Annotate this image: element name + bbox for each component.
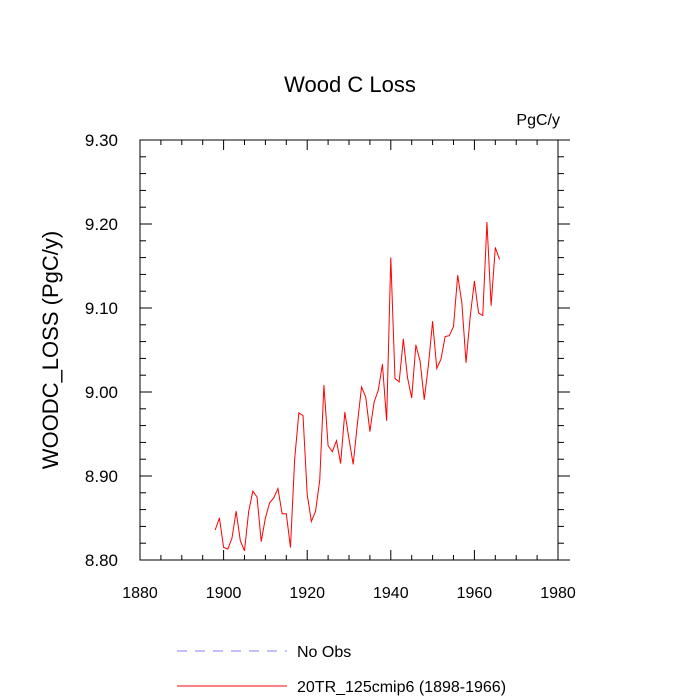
data-point xyxy=(231,537,233,539)
data-point xyxy=(390,257,392,258)
axis-ticks xyxy=(139,139,570,561)
data-point xyxy=(352,463,354,465)
data-point xyxy=(265,517,266,519)
data-point xyxy=(428,364,429,366)
data-point xyxy=(319,479,321,481)
data-point xyxy=(440,358,442,360)
data-point xyxy=(290,547,291,548)
y-tick-label: 9.00 xyxy=(85,383,118,402)
data-point xyxy=(398,381,400,383)
data-point xyxy=(394,378,396,379)
data-point xyxy=(273,497,275,499)
data-point xyxy=(252,490,254,492)
x-tick-label: 1940 xyxy=(373,585,409,602)
data-point xyxy=(402,338,404,340)
data-point xyxy=(327,445,329,447)
data-point xyxy=(494,247,496,248)
data-point xyxy=(361,386,362,388)
x-tick-label: 1960 xyxy=(457,585,493,602)
data-point xyxy=(285,513,287,515)
y-tick-label: 9.10 xyxy=(85,299,118,318)
data-point xyxy=(223,547,225,548)
data-point xyxy=(423,399,425,400)
data-point xyxy=(269,502,270,504)
data-point xyxy=(310,520,312,522)
data-point xyxy=(432,321,433,322)
data-point xyxy=(214,529,216,531)
x-tick-label: 1900 xyxy=(206,585,242,602)
legend: No Obs 20TR_125cmip6 (1898-1966) xyxy=(177,644,506,696)
chart-title: Wood C Loss xyxy=(284,72,416,97)
data-point xyxy=(482,315,484,316)
data-point xyxy=(474,280,475,282)
data-point xyxy=(436,368,438,369)
data-point xyxy=(407,377,408,379)
data-point xyxy=(306,494,308,495)
data-point xyxy=(281,513,283,515)
data-point xyxy=(461,302,463,304)
x-tick-label: 1980 xyxy=(540,585,576,602)
plot-frame xyxy=(139,139,559,561)
y-tick-label: 9.30 xyxy=(85,131,118,150)
y-tick-label: 8.80 xyxy=(85,551,118,570)
data-point xyxy=(277,488,279,489)
data-point xyxy=(444,336,446,337)
data-point xyxy=(411,397,413,399)
data-point xyxy=(302,415,304,416)
data-point xyxy=(294,458,296,460)
data-point xyxy=(356,423,358,425)
data-point xyxy=(235,510,237,512)
data-point xyxy=(386,420,388,421)
data-point xyxy=(239,540,241,542)
data-point xyxy=(465,362,467,363)
data-point xyxy=(478,312,479,314)
data-point xyxy=(486,221,488,223)
data-point xyxy=(315,510,316,512)
data-point xyxy=(453,326,454,327)
data-point xyxy=(377,389,379,391)
data-point xyxy=(260,541,262,542)
x-tick-labels: 1880 1900 1920 1940 1960 1980 xyxy=(122,585,576,602)
data-point xyxy=(419,360,421,362)
data-point xyxy=(382,363,383,365)
data-point xyxy=(369,431,371,432)
data-point xyxy=(448,335,450,337)
data-point xyxy=(348,438,350,440)
data-point xyxy=(298,412,300,414)
data-point xyxy=(457,274,459,276)
data-point xyxy=(248,510,250,512)
y-tick-label: 8.90 xyxy=(85,467,118,486)
data-point xyxy=(227,548,229,550)
series-line-1 xyxy=(214,222,500,551)
data-point xyxy=(323,384,325,386)
x-tick-label: 1920 xyxy=(289,585,325,602)
data-point xyxy=(256,496,258,498)
data-point xyxy=(499,258,500,260)
y-tick-label: 9.20 xyxy=(85,215,118,234)
x-tick-label: 1880 xyxy=(122,585,158,602)
data-point xyxy=(365,396,367,398)
data-point xyxy=(219,517,220,519)
data-point xyxy=(469,316,471,317)
units-label: PgC/y xyxy=(516,112,560,129)
data-point xyxy=(415,344,417,346)
data-point xyxy=(336,440,337,442)
data-point xyxy=(331,451,333,453)
y-axis-label: WOODC_LOSS (PgC/y) xyxy=(38,231,63,469)
data-point xyxy=(490,305,492,306)
legend-label-no-obs: No Obs xyxy=(297,644,351,661)
data-point xyxy=(340,463,342,464)
series-group xyxy=(214,221,500,552)
data-point xyxy=(244,550,245,552)
y-tick-labels: 8.80 8.90 9.00 9.10 9.20 9.30 xyxy=(85,131,118,570)
legend-label-20tr: 20TR_125cmip6 (1898-1966) xyxy=(297,679,506,696)
data-point xyxy=(344,411,346,413)
data-point xyxy=(373,401,375,403)
